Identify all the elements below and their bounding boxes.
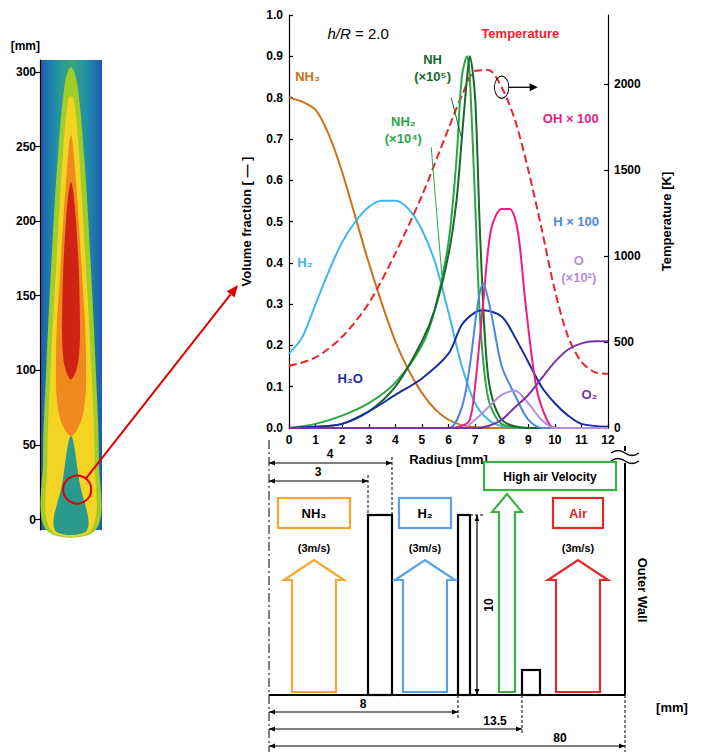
svg-text:(×10⁵): (×10⁵) bbox=[414, 69, 451, 84]
svg-text:1000: 1000 bbox=[614, 249, 641, 263]
svg-text:80: 80 bbox=[553, 731, 567, 745]
svg-text:100: 100 bbox=[16, 363, 36, 377]
svg-text:Temperature: Temperature bbox=[481, 26, 559, 41]
svg-text:(×10²): (×10²) bbox=[561, 270, 596, 285]
svg-text:H₂: H₂ bbox=[297, 255, 312, 270]
svg-text:NH₃: NH₃ bbox=[302, 506, 327, 521]
svg-text:0.1: 0.1 bbox=[266, 380, 283, 394]
svg-text:150: 150 bbox=[16, 289, 36, 303]
svg-text:3: 3 bbox=[315, 465, 322, 479]
svg-text:NH: NH bbox=[423, 52, 442, 67]
svg-text:0.0: 0.0 bbox=[266, 421, 283, 435]
svg-text:7: 7 bbox=[472, 433, 479, 447]
svg-text:0.5: 0.5 bbox=[266, 215, 283, 229]
svg-text:[mm]: [mm] bbox=[656, 700, 688, 715]
svg-text:NH₂: NH₂ bbox=[391, 114, 416, 129]
svg-text:5: 5 bbox=[419, 433, 426, 447]
svg-text:0.3: 0.3 bbox=[266, 297, 283, 311]
svg-text:2000: 2000 bbox=[614, 77, 641, 91]
svg-text:H × 100: H × 100 bbox=[553, 214, 599, 229]
svg-text:0.8: 0.8 bbox=[266, 91, 283, 105]
svg-text:O₂: O₂ bbox=[581, 387, 597, 402]
svg-text:3: 3 bbox=[365, 433, 372, 447]
svg-text:1: 1 bbox=[312, 433, 319, 447]
svg-text:2: 2 bbox=[339, 433, 346, 447]
svg-text:Volume fraction [ — ]: Volume fraction [ — ] bbox=[239, 157, 254, 287]
svg-text:10: 10 bbox=[482, 598, 496, 612]
svg-text:500: 500 bbox=[614, 335, 634, 349]
svg-text:O: O bbox=[574, 253, 584, 268]
svg-text:Temperature [K]: Temperature [K] bbox=[659, 172, 674, 271]
svg-text:9: 9 bbox=[525, 433, 532, 447]
svg-text:10: 10 bbox=[548, 433, 562, 447]
svg-text:Air: Air bbox=[569, 506, 587, 521]
svg-text:OH × 100: OH × 100 bbox=[543, 111, 599, 126]
svg-text:(3m/s): (3m/s) bbox=[409, 542, 442, 554]
svg-text:0.7: 0.7 bbox=[266, 132, 283, 146]
svg-text:h/R: h/R bbox=[327, 25, 351, 42]
svg-text:0: 0 bbox=[614, 421, 621, 435]
svg-text:0: 0 bbox=[286, 433, 293, 447]
svg-text:12: 12 bbox=[601, 433, 615, 447]
svg-text:1500: 1500 bbox=[614, 163, 641, 177]
svg-text:13.5: 13.5 bbox=[483, 714, 507, 728]
svg-text:0.9: 0.9 bbox=[266, 49, 283, 63]
svg-text:8: 8 bbox=[360, 697, 367, 711]
svg-text:H₂O: H₂O bbox=[338, 371, 363, 386]
svg-text:11: 11 bbox=[575, 433, 588, 447]
svg-text:4: 4 bbox=[327, 447, 334, 461]
svg-text:1.0: 1.0 bbox=[266, 8, 283, 22]
svg-text:0.4: 0.4 bbox=[266, 256, 283, 270]
svg-text:0.2: 0.2 bbox=[266, 338, 283, 352]
svg-text:250: 250 bbox=[16, 140, 36, 154]
svg-text:8: 8 bbox=[498, 433, 505, 447]
svg-text:NH₃: NH₃ bbox=[295, 69, 320, 84]
svg-text:0.6: 0.6 bbox=[266, 173, 283, 187]
svg-text:6: 6 bbox=[445, 433, 452, 447]
svg-text:[mm]: [mm] bbox=[11, 39, 40, 53]
svg-text:50: 50 bbox=[23, 438, 37, 452]
svg-text:4: 4 bbox=[392, 433, 399, 447]
svg-text:= 2.0: = 2.0 bbox=[351, 25, 389, 42]
svg-text:200: 200 bbox=[16, 214, 36, 228]
svg-text:High air Velocity: High air Velocity bbox=[503, 470, 597, 484]
svg-text:0: 0 bbox=[29, 513, 36, 527]
svg-text:(3m/s): (3m/s) bbox=[562, 542, 595, 554]
svg-text:Outer Wall: Outer Wall bbox=[635, 558, 650, 623]
svg-text:(3m/s): (3m/s) bbox=[298, 542, 331, 554]
svg-text:Radius [mm]: Radius [mm] bbox=[409, 452, 488, 467]
svg-text:(×10⁴): (×10⁴) bbox=[385, 131, 422, 146]
svg-text:H₂: H₂ bbox=[417, 506, 432, 521]
svg-text:300: 300 bbox=[16, 65, 36, 79]
